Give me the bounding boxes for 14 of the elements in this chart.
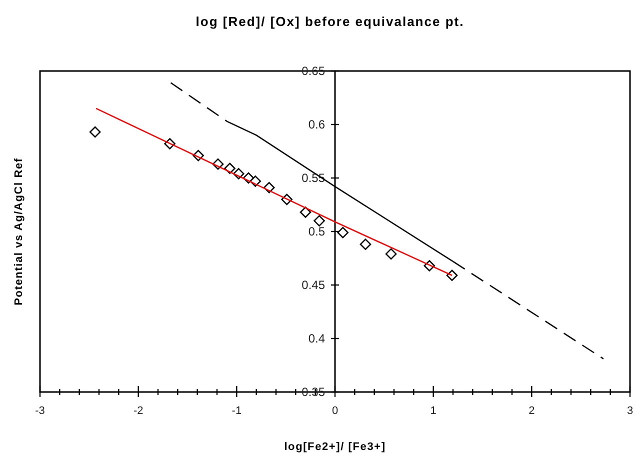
y-axis-title: Potential vs Ag/AgCl Ref [13, 158, 25, 306]
y-tick-label: 0.6 [308, 117, 326, 132]
x-axis-title: log[Fe2+]/ [Fe3+] [284, 441, 386, 453]
x-tick-label: 0 [332, 404, 338, 417]
y-tick-label: 0.4 [308, 331, 326, 346]
chart-title: log [Red]/ [Ox] before equivalance pt. [196, 14, 464, 29]
x-tick-label: -3 [35, 404, 45, 417]
x-tick-label: 1 [430, 404, 436, 417]
x-tick-label: 3 [626, 404, 634, 417]
y-tick-label: 0.5 [308, 224, 326, 238]
x-tick-label: 2 [528, 404, 535, 417]
y-tick-label: 0.45 [302, 278, 326, 292]
x-tick-label: -1 [232, 404, 242, 417]
x-tick-label: -2 [133, 404, 144, 417]
